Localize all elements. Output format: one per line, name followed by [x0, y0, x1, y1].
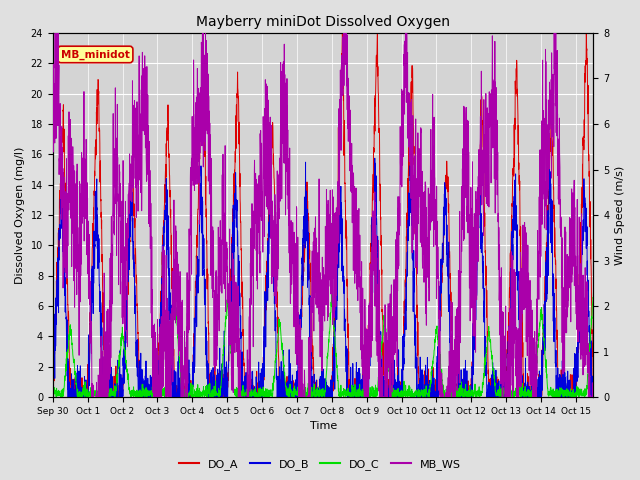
Y-axis label: Wind Speed (m/s): Wind Speed (m/s) [615, 166, 625, 264]
X-axis label: Time: Time [310, 421, 337, 432]
Text: MB_minidot: MB_minidot [61, 49, 130, 60]
Title: Mayberry miniDot Dissolved Oxygen: Mayberry miniDot Dissolved Oxygen [196, 15, 450, 29]
Y-axis label: Dissolved Oxygen (mg/l): Dissolved Oxygen (mg/l) [15, 146, 25, 284]
Legend: DO_A, DO_B, DO_C, MB_WS: DO_A, DO_B, DO_C, MB_WS [175, 455, 465, 474]
